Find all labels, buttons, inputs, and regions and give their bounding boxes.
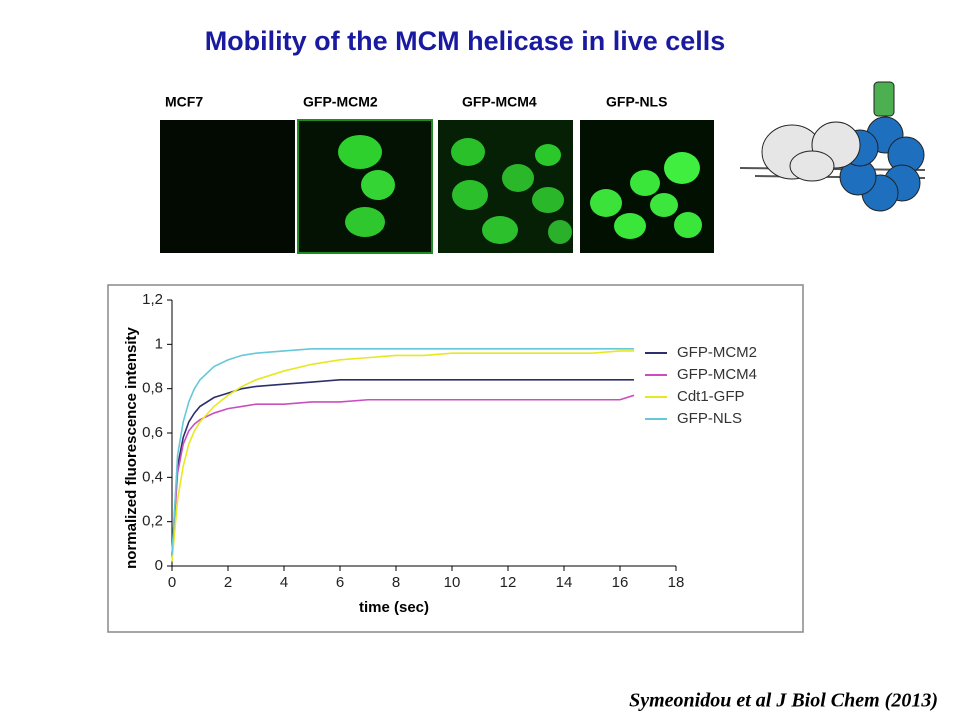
y-axis-label: normalized fluorescence intensity bbox=[123, 326, 140, 568]
data-line bbox=[171, 394, 635, 555]
legend-label: GFP-MCM2 bbox=[677, 344, 757, 361]
x-axis-label: time (sec) bbox=[359, 599, 429, 616]
citation: Symeonidou et al J Biol Chem (2013) bbox=[629, 690, 938, 712]
panel-label: GFP-NLS bbox=[606, 94, 667, 110]
panel-label: GFP-MCM4 bbox=[462, 94, 537, 110]
y-tick-label: 0,2 bbox=[142, 513, 163, 530]
chart: 0 0,2 0,4 0,6 0,8 1 1,2 0 2 4 6 8 10 12 14 16 18 time (se… bbox=[123, 291, 757, 616]
panel-label: MCF7 bbox=[165, 94, 203, 110]
y-tick-label: 0 bbox=[155, 557, 163, 574]
legend-label: Cdt1-GFP bbox=[677, 388, 745, 405]
y-tick-label: 0,8 bbox=[142, 380, 163, 397]
data-line bbox=[171, 350, 634, 562]
x-tick-label: 6 bbox=[336, 574, 344, 591]
slide-title: Mobility of the MCM helicase in live cel… bbox=[205, 26, 726, 56]
micrographs bbox=[160, 119, 714, 254]
helicase-diagram bbox=[739, 81, 926, 212]
x-tick-label: 4 bbox=[280, 574, 288, 591]
x-tick-label: 0 bbox=[168, 574, 176, 591]
x-tick-label: 14 bbox=[556, 574, 573, 591]
legend-label: GFP-MCM4 bbox=[677, 366, 757, 383]
panel-label: GFP-MCM2 bbox=[303, 94, 378, 110]
x-tick-label: 18 bbox=[668, 574, 685, 591]
y-tick-label: 1,2 bbox=[142, 291, 163, 308]
y-tick-label: 0,4 bbox=[142, 468, 163, 485]
data-line bbox=[171, 347, 634, 555]
x-tick-label: 2 bbox=[224, 574, 232, 591]
data-line bbox=[171, 379, 634, 555]
x-tick-label: 16 bbox=[612, 574, 629, 591]
x-tick-label: 8 bbox=[392, 574, 400, 591]
y-tick-label: 0,6 bbox=[142, 424, 163, 441]
chart-frame bbox=[107, 284, 804, 633]
legend-label: GFP-NLS bbox=[677, 410, 742, 427]
y-tick-label: 1 bbox=[155, 335, 163, 352]
x-tick-label: 12 bbox=[500, 574, 517, 591]
x-tick-label: 10 bbox=[444, 574, 461, 591]
